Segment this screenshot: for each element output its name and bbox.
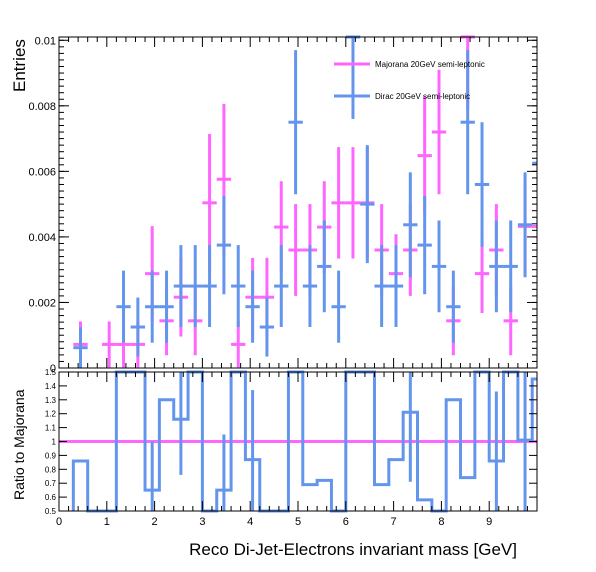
bottom-y-tick-label-3: 0.8 [45, 465, 57, 474]
x-tick-label-0: 0 [56, 516, 62, 528]
top-y-tick-label-4: 0.008 [28, 101, 56, 113]
bottom-y-tick-label-6: 1.1 [45, 424, 57, 433]
top-y-tick-label-2: 0.004 [28, 232, 56, 244]
x-tick-label-2: 2 [152, 516, 158, 528]
bottom-y-tick-label-10: 1.5 [45, 368, 57, 377]
top-panel: 0 0.002 0.004 0.006 0.008 0.01 Entries [10, 35, 538, 375]
x-tick-label-3: 3 [199, 516, 205, 528]
x-axis: 0 1 2 3 4 5 6 7 8 9 [56, 372, 538, 528]
top-y-axis-label: Entries [10, 39, 29, 92]
legend-majorana-label: Majorana 20GeV semi-leptonic [375, 60, 485, 69]
top-y-tick-label-3: 0.006 [28, 166, 56, 178]
bottom-y-tick-label-4: 0.9 [45, 451, 57, 460]
bottom-y-tick-label-8: 1.3 [45, 396, 57, 405]
x-tick-label-9: 9 [486, 516, 492, 528]
bottom-y-tick-label-2: 0.7 [45, 479, 57, 488]
ratio-step-line [71, 370, 537, 513]
bottom-y-axis: 0.5 0.6 0.7 0.8 0.9 1 1.1 1.2 1.3 1.4 1.5 [45, 368, 537, 516]
legend: Majorana 20GeV semi-leptonic Dirac 20GeV… [334, 60, 485, 101]
x-tick-label-1: 1 [104, 516, 110, 528]
top-y-tick-label-1: 0.002 [28, 297, 56, 309]
x-tick-label-5: 5 [295, 516, 301, 528]
bottom-panel: 0.5 0.6 0.7 0.8 0.9 1 1.1 1.2 1.3 1.4 1.5 0 1 2 3 4 5 6 7… [11, 368, 538, 528]
x-tick-label-7: 7 [391, 516, 397, 528]
x-axis-label: Reco Di-Jet-Electrons invariant mass [Ge… [189, 540, 517, 559]
top-panel-frame [58, 36, 538, 369]
top-y-tick-label-5: 0.01 [35, 35, 56, 47]
top-x-ticks [58, 37, 538, 368]
top-y-tick-label-0: 0 [50, 363, 56, 375]
x-tick-label-4: 4 [247, 516, 253, 528]
x-tick-label-6: 6 [343, 516, 349, 528]
bottom-y-tick-label-5: 1 [52, 438, 57, 447]
legend-dirac-label: Dirac 20GeV semi-leptonic [375, 92, 470, 101]
bottom-y-tick-label-7: 1.2 [45, 410, 57, 419]
bottom-y-tick-label-9: 1.4 [45, 382, 57, 391]
dirac-series [73, 35, 537, 368]
ratio-error-bars [150, 372, 527, 511]
x-tick-label-8: 8 [438, 516, 444, 528]
bottom-y-tick-label-0: 0.5 [45, 507, 57, 516]
bottom-y-tick-label-1: 0.6 [45, 493, 57, 502]
bottom-y-axis-label: Ratio to Majorana [11, 389, 27, 500]
top-y-axis: 0 0.002 0.004 0.006 0.008 0.01 [28, 35, 537, 375]
